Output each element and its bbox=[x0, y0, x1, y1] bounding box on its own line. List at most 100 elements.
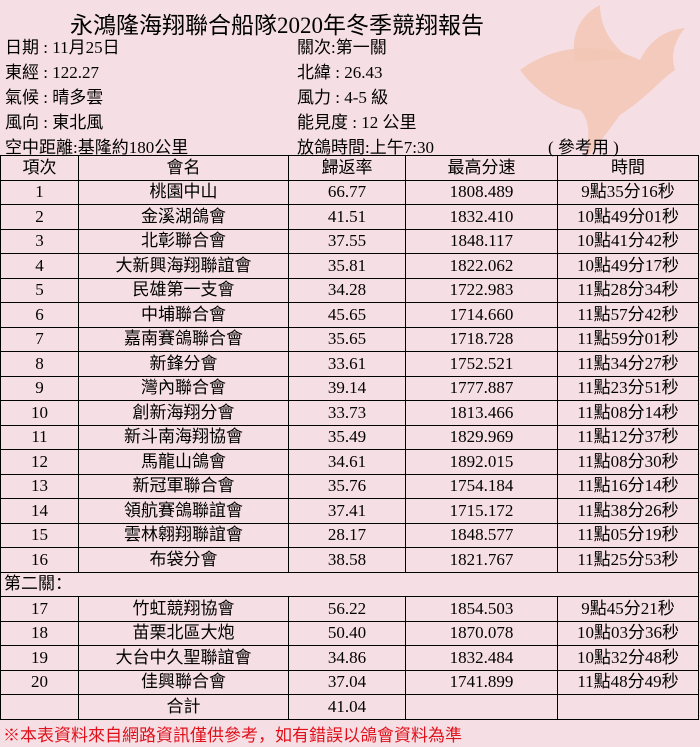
column-header: 歸返率 bbox=[288, 155, 406, 181]
header-row: 項次 會名 歸返率 最高分速 時間 bbox=[0, 155, 699, 181]
cell: 1832.410 bbox=[405, 204, 558, 230]
title: 永鴻隆海翔聯合船隊2020年冬季競翔報告 bbox=[70, 13, 484, 38]
data-row: 12 馬龍山鴿會 34.61 1892.015 11點08分30秒 bbox=[0, 449, 699, 475]
cell: 大台中久聖聯誼會 bbox=[78, 645, 289, 671]
cell: 北彰聯合會 bbox=[78, 228, 289, 254]
cell: 1741.899 bbox=[405, 669, 558, 695]
data-row: 17 竹虹競翔協會 56.22 1854.503 9點45分21秒 bbox=[0, 596, 699, 622]
info-item: 空中距離:基隆約180公里 bbox=[5, 138, 189, 157]
cell: 4 bbox=[0, 253, 79, 279]
cell: 9點35分16秒 bbox=[557, 179, 699, 205]
cell: 11點08分30秒 bbox=[557, 449, 699, 475]
cell: 9點45分21秒 bbox=[557, 596, 699, 622]
cell: 7 bbox=[0, 326, 79, 352]
cell: 1722.983 bbox=[405, 277, 558, 303]
cell: 10點49分01秒 bbox=[557, 204, 699, 230]
cell: 11點16分14秒 bbox=[557, 473, 699, 499]
cell: 創新海翔分會 bbox=[78, 400, 289, 426]
cell: 竹虹競翔協會 bbox=[78, 596, 289, 622]
cell: 11點05分19秒 bbox=[557, 522, 699, 548]
cell: 1848.117 bbox=[405, 228, 558, 254]
cell: 新冠軍聯合會 bbox=[78, 473, 289, 499]
cell: 45.65 bbox=[288, 302, 406, 328]
dove-watermark bbox=[520, 5, 685, 158]
cell: 10點32分48秒 bbox=[557, 645, 699, 671]
cell: 11 bbox=[0, 424, 79, 450]
cell: 10點49分17秒 bbox=[557, 253, 699, 279]
info-item: 日期 : 11月25日 bbox=[5, 38, 120, 57]
data-row: 2 金溪湖鴿會 41.51 1832.410 10點49分01秒 bbox=[0, 204, 699, 230]
cell: 金溪湖鴿會 bbox=[78, 204, 289, 230]
cell: 9 bbox=[0, 375, 79, 401]
cell: 民雄第一支會 bbox=[78, 277, 289, 303]
info-item: 氣候 : 晴多雲 bbox=[5, 88, 104, 107]
cell: 1821.767 bbox=[405, 547, 558, 573]
cell: 20 bbox=[0, 669, 79, 695]
cell: 1754.184 bbox=[405, 473, 558, 499]
cell: 34.86 bbox=[288, 645, 406, 671]
cell: 11點12分37秒 bbox=[557, 424, 699, 450]
cell: 1892.015 bbox=[405, 449, 558, 475]
cell: 5 bbox=[0, 277, 79, 303]
cell: 10 bbox=[0, 400, 79, 426]
cell: 1848.577 bbox=[405, 522, 558, 548]
cell: 66.77 bbox=[288, 179, 406, 205]
cell: 28.17 bbox=[288, 522, 406, 548]
cell: 1 bbox=[0, 179, 79, 205]
cell: 馬龍山鴿會 bbox=[78, 449, 289, 475]
data-row: 8 新鋒分會 33.61 1752.521 11點34分27秒 bbox=[0, 351, 699, 377]
data-row: 4 大新興海翔聯誼會 35.81 1822.062 10點49分17秒 bbox=[0, 253, 699, 279]
cell: 15 bbox=[0, 522, 79, 548]
section-title: 第二關： bbox=[0, 571, 699, 597]
cell: 1808.489 bbox=[405, 179, 558, 205]
cell: 11點59分01秒 bbox=[557, 326, 699, 352]
cell: 19 bbox=[0, 645, 79, 671]
cell: 新斗南海翔協會 bbox=[78, 424, 289, 450]
info-item: 放鴿時間:上午7:30 bbox=[297, 138, 434, 157]
cell: 14 bbox=[0, 498, 79, 524]
cell: 11點28分34秒 bbox=[557, 277, 699, 303]
data-row: 7 嘉南賽鴿聯合會 35.65 1718.728 11點59分01秒 bbox=[0, 326, 699, 352]
cell: 16 bbox=[0, 547, 79, 573]
cell: 11點08分14秒 bbox=[557, 400, 699, 426]
section-row: 第二關： bbox=[0, 571, 699, 597]
info-item: 能見度 : 12 公里 bbox=[297, 113, 417, 132]
cell: 雲林翱翔聯誼會 bbox=[78, 522, 289, 548]
cell: 新鋒分會 bbox=[78, 351, 289, 377]
data-row: 19 大台中久聖聯誼會 34.86 1832.484 10點32分48秒 bbox=[0, 645, 699, 671]
cell: 34.28 bbox=[288, 277, 406, 303]
data-row: 6 中埔聯合會 45.65 1714.660 11點57分42秒 bbox=[0, 302, 699, 328]
cell: 11點57分42秒 bbox=[557, 302, 699, 328]
column-header: 最高分速 bbox=[405, 155, 558, 181]
cell: 34.61 bbox=[288, 449, 406, 475]
cell: 35.76 bbox=[288, 473, 406, 499]
column-header: 時間 bbox=[557, 155, 699, 181]
cell: 1832.484 bbox=[405, 645, 558, 671]
cell: 10點41分42秒 bbox=[557, 228, 699, 254]
cell: 1870.078 bbox=[405, 620, 558, 646]
cell: 桃園中山 bbox=[78, 179, 289, 205]
cell: 33.73 bbox=[288, 400, 406, 426]
cell: 37.04 bbox=[288, 669, 406, 695]
cell: 11點38分26秒 bbox=[557, 498, 699, 524]
cell: 1777.887 bbox=[405, 375, 558, 401]
cell bbox=[557, 694, 699, 720]
cell: 39.14 bbox=[288, 375, 406, 401]
cell: 佳興聯合會 bbox=[78, 669, 289, 695]
cell: 37.41 bbox=[288, 498, 406, 524]
cell: 33.61 bbox=[288, 351, 406, 377]
total-label: 合計 bbox=[78, 694, 289, 720]
data-row: 1 桃園中山 66.77 1808.489 9點35分16秒 bbox=[0, 179, 699, 205]
cell: 領航賽鴿聯誼會 bbox=[78, 498, 289, 524]
data-row: 18 苗栗北區大炮 50.40 1870.078 10點03分36秒 bbox=[0, 620, 699, 646]
cell: 8 bbox=[0, 351, 79, 377]
cell: 1752.521 bbox=[405, 351, 558, 377]
total-value: 41.04 bbox=[288, 694, 406, 720]
data-row: 20 佳興聯合會 37.04 1741.899 11點48分49秒 bbox=[0, 669, 699, 695]
cell: 6 bbox=[0, 302, 79, 328]
cell: 1714.660 bbox=[405, 302, 558, 328]
cell: 嘉南賽鴿聯合會 bbox=[78, 326, 289, 352]
cell: 1829.969 bbox=[405, 424, 558, 450]
cell: 布袋分會 bbox=[78, 547, 289, 573]
cell: 11點23分51秒 bbox=[557, 375, 699, 401]
